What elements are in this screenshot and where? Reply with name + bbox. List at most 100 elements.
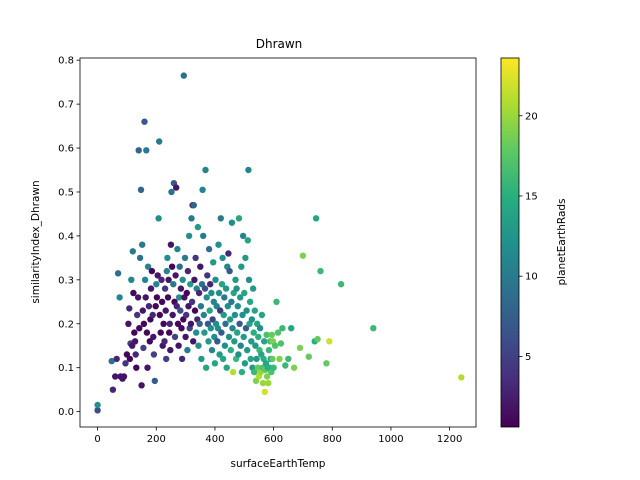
data-point	[145, 303, 153, 310]
data-point	[259, 379, 267, 387]
data-point	[205, 338, 212, 345]
data-point	[188, 215, 195, 222]
y-tick-label: 0.4	[58, 231, 74, 242]
data-point	[158, 276, 165, 283]
data-point	[169, 311, 176, 319]
data-point	[337, 281, 345, 288]
data-point	[183, 289, 190, 297]
data-point	[174, 245, 181, 253]
data-point	[185, 303, 192, 310]
data-point	[173, 184, 180, 191]
data-point	[200, 311, 207, 319]
data-point	[268, 331, 275, 338]
data-point	[202, 364, 210, 371]
data-point	[128, 276, 135, 283]
data-point	[136, 254, 144, 262]
data-point	[195, 289, 203, 297]
data-point	[225, 333, 233, 341]
data-point	[265, 346, 273, 354]
data-point	[241, 289, 248, 297]
data-point	[247, 355, 254, 363]
data-point	[184, 267, 192, 275]
data-point	[139, 241, 146, 248]
data-point	[270, 364, 277, 371]
data-point	[131, 329, 138, 336]
data-point	[156, 138, 163, 145]
data-point	[248, 338, 255, 345]
data-point	[176, 263, 183, 270]
data-point	[148, 267, 156, 275]
x-tick-label: 1200	[437, 434, 462, 445]
data-point	[238, 368, 246, 376]
data-point	[290, 364, 298, 371]
data-point	[177, 285, 185, 292]
data-point	[163, 267, 170, 275]
data-point	[126, 305, 133, 312]
data-point	[114, 270, 122, 277]
data-point	[234, 329, 241, 336]
data-point	[193, 329, 200, 336]
data-point	[142, 294, 149, 301]
data-point	[207, 325, 214, 332]
data-point	[131, 338, 139, 345]
data-point	[129, 248, 136, 255]
data-point	[243, 307, 250, 314]
data-point	[255, 333, 262, 341]
chart-title: Dhrawn	[256, 37, 303, 51]
data-point	[288, 325, 295, 332]
data-point	[162, 307, 169, 314]
data-point	[237, 342, 244, 349]
y-tick-label: 0.0	[58, 407, 74, 418]
data-point	[182, 333, 189, 341]
data-point	[285, 355, 292, 363]
data-point	[195, 342, 202, 349]
data-point	[167, 346, 174, 354]
data-point	[120, 373, 128, 380]
data-point	[215, 289, 223, 297]
data-point	[242, 254, 249, 262]
data-point	[175, 294, 183, 301]
data-point	[221, 294, 228, 301]
y-tick-label: 0.7	[58, 100, 74, 111]
data-point	[224, 303, 231, 310]
data-point	[157, 329, 164, 336]
data-point	[305, 353, 312, 360]
data-point	[178, 355, 186, 363]
data-point	[132, 351, 139, 358]
data-point	[143, 329, 151, 336]
data-point	[248, 316, 256, 323]
x-tick-label: 400	[205, 434, 224, 445]
data-point	[261, 338, 268, 345]
data-point	[161, 338, 168, 345]
data-point	[220, 311, 227, 319]
data-point	[187, 320, 195, 327]
data-point	[136, 325, 143, 332]
x-tick-label: 200	[147, 434, 166, 445]
data-point	[94, 407, 101, 414]
y-axis: 0.0 0.1 0.2 0.3 0.4 0.5 0.6 0.7 0.8	[58, 56, 80, 418]
data-point	[109, 386, 117, 393]
data-point	[226, 267, 233, 275]
data-point	[137, 186, 145, 193]
data-point	[214, 338, 221, 345]
data-point	[250, 329, 257, 336]
data-point	[199, 186, 206, 193]
data-point	[153, 281, 160, 288]
data-point	[252, 342, 259, 349]
data-point	[217, 307, 224, 314]
x-tick-label: 600	[264, 434, 283, 445]
data-point	[94, 401, 101, 409]
data-point	[207, 281, 214, 288]
data-point	[166, 320, 173, 327]
data-point	[184, 346, 191, 354]
data-point	[217, 215, 224, 222]
data-point	[228, 219, 236, 226]
data-point	[370, 325, 377, 332]
plot-frame	[79, 57, 477, 428]
data-point	[244, 346, 251, 354]
data-point	[144, 263, 152, 270]
data-point	[150, 333, 157, 341]
data-point	[296, 344, 304, 352]
data-point	[153, 294, 161, 301]
data-point	[233, 285, 240, 292]
